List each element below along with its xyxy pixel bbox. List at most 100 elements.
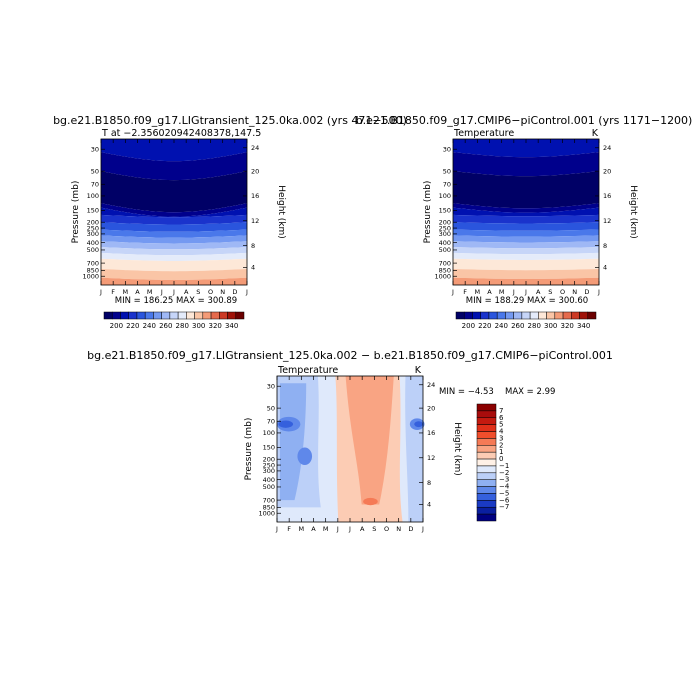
x-tick-label: O <box>208 288 213 296</box>
panel2-field <box>453 139 599 285</box>
y-tick-label: 200 <box>87 218 99 226</box>
temperature-band <box>453 268 599 279</box>
colorbar-label: 240 <box>143 322 156 330</box>
y-tick-label: 30 <box>267 382 275 390</box>
x-tick-label: M <box>323 525 329 533</box>
x-tick-label: N <box>220 288 225 296</box>
colorbar-label: 1 <box>499 448 503 456</box>
panel2-y-left-label: Pressure (mb) <box>423 181 433 244</box>
colorbar-swatch <box>476 493 497 501</box>
height-tick-label: 20 <box>427 404 435 412</box>
colorbar-swatch <box>579 311 589 320</box>
temperature-band <box>101 152 247 181</box>
x-tick-label: A <box>311 525 316 533</box>
colorbar-label: 260 <box>159 322 172 330</box>
temperature-band <box>453 171 599 209</box>
y-tick-label: 50 <box>267 404 275 412</box>
panel1-y-left-label: Pressure (mb) <box>71 181 81 244</box>
y-tick-label: 300 <box>87 230 99 238</box>
y-tick-label: 300 <box>439 230 451 238</box>
x-tick-label: A <box>135 288 140 296</box>
panel-difference-temperature: bg.e21.B1850.f09_g17.LIGtransient_125.0k… <box>87 349 613 533</box>
colorbar-label: −6 <box>499 496 510 504</box>
diff-positive-core <box>363 497 378 506</box>
colorbar-swatch <box>496 311 506 320</box>
colorbar-swatch <box>219 311 228 320</box>
height-tick-label: 24 <box>603 144 611 152</box>
colorbar-label: −5 <box>499 489 509 497</box>
colorbar-swatch <box>227 311 237 320</box>
temperature-band <box>101 139 247 162</box>
panel1-title: bg.e21.B1850.f09_g17.LIGtransient_125.0k… <box>53 114 407 127</box>
y-tick-label: 700 <box>87 259 99 267</box>
y-tick-label: 70 <box>91 180 99 188</box>
x-tick-label: A <box>360 525 365 533</box>
x-tick-label: J <box>245 288 248 296</box>
colorbar-swatch <box>202 311 212 320</box>
colorbar-label: 2 <box>499 441 503 449</box>
panel1-stats: MIN = 186.25 MAX = 300.89 <box>115 296 237 306</box>
temperature-band <box>101 247 247 256</box>
height-tick-label: 4 <box>251 264 255 272</box>
y-tick-label: 1000 <box>258 509 275 517</box>
panel2-right-string: K <box>592 128 599 139</box>
panel3-field <box>277 376 425 522</box>
colorbar-swatch <box>476 513 497 522</box>
panel1-y-right-label: Height (km) <box>276 185 286 239</box>
colorbar-swatch <box>538 311 547 320</box>
colorbar-swatch <box>476 445 497 453</box>
colorbar-swatch <box>186 311 195 320</box>
colorbar-swatch <box>554 311 564 320</box>
colorbar-label: −1 <box>499 462 509 470</box>
temperature-band <box>453 203 599 213</box>
temperature-band <box>453 252 599 260</box>
colorbar-swatch <box>571 311 580 320</box>
colorbar-swatch <box>480 311 490 320</box>
y-tick-label: 500 <box>439 246 451 254</box>
y-tick-label: 250 <box>439 224 451 232</box>
height-tick-label: 20 <box>603 167 611 175</box>
temperature-band <box>453 152 599 177</box>
colorbar-swatch <box>476 403 497 412</box>
colorbar-swatch <box>455 311 465 320</box>
colorbar-label: −7 <box>499 503 509 511</box>
x-tick-label: J <box>275 525 278 533</box>
x-tick-label: J <box>451 288 454 296</box>
y-tick-label: 100 <box>263 429 275 437</box>
colorbar-swatch <box>587 311 597 320</box>
height-tick-label: 8 <box>251 242 255 250</box>
temperature-band <box>101 207 247 218</box>
colorbar-swatch <box>476 417 497 425</box>
colorbar-swatch <box>476 451 497 460</box>
colorbar-swatch <box>521 311 531 320</box>
colorbar-swatch <box>120 311 129 320</box>
panel-picontrol-temperature: b.e21.B1850.f09_g17.CMIP6−piControl.001 … <box>356 114 693 330</box>
panel1-colorbar: 200 220 240 260 280 300 320 340 <box>103 311 245 330</box>
colorbar-swatch <box>488 311 498 320</box>
temperature-band <box>101 241 247 250</box>
y-tick-label: 30 <box>91 145 99 153</box>
colorbar-label: 0 <box>499 455 503 463</box>
y-tick-label: 300 <box>263 467 275 475</box>
temperature-band <box>101 252 247 261</box>
height-tick-label: 8 <box>603 242 607 250</box>
colorbar-label: 3 <box>499 434 503 442</box>
height-tick-label: 12 <box>251 217 259 225</box>
colorbar-label: 320 <box>208 322 221 330</box>
x-tick-label: A <box>184 288 189 296</box>
y-tick-label: 700 <box>439 259 451 267</box>
y-tick-label: 30 <box>443 145 451 153</box>
temperature-band <box>453 139 599 158</box>
panel2-y-right-label: Height (km) <box>628 185 638 239</box>
colorbar-label: 4 <box>499 428 504 436</box>
y-tick-label: 250 <box>263 461 275 469</box>
colorbar-label: 320 <box>560 322 573 330</box>
colorbar-swatch <box>476 465 497 474</box>
panel3-axes: J F M A M J J A S O N D J305070100150200250300400500… <box>258 376 435 533</box>
colorbar-swatch <box>144 311 154 320</box>
temperature-band <box>101 235 247 244</box>
y-tick-label: 200 <box>439 218 451 226</box>
panel3-y-right-label: Height (km) <box>452 422 462 476</box>
colorbar-swatch <box>546 311 556 320</box>
